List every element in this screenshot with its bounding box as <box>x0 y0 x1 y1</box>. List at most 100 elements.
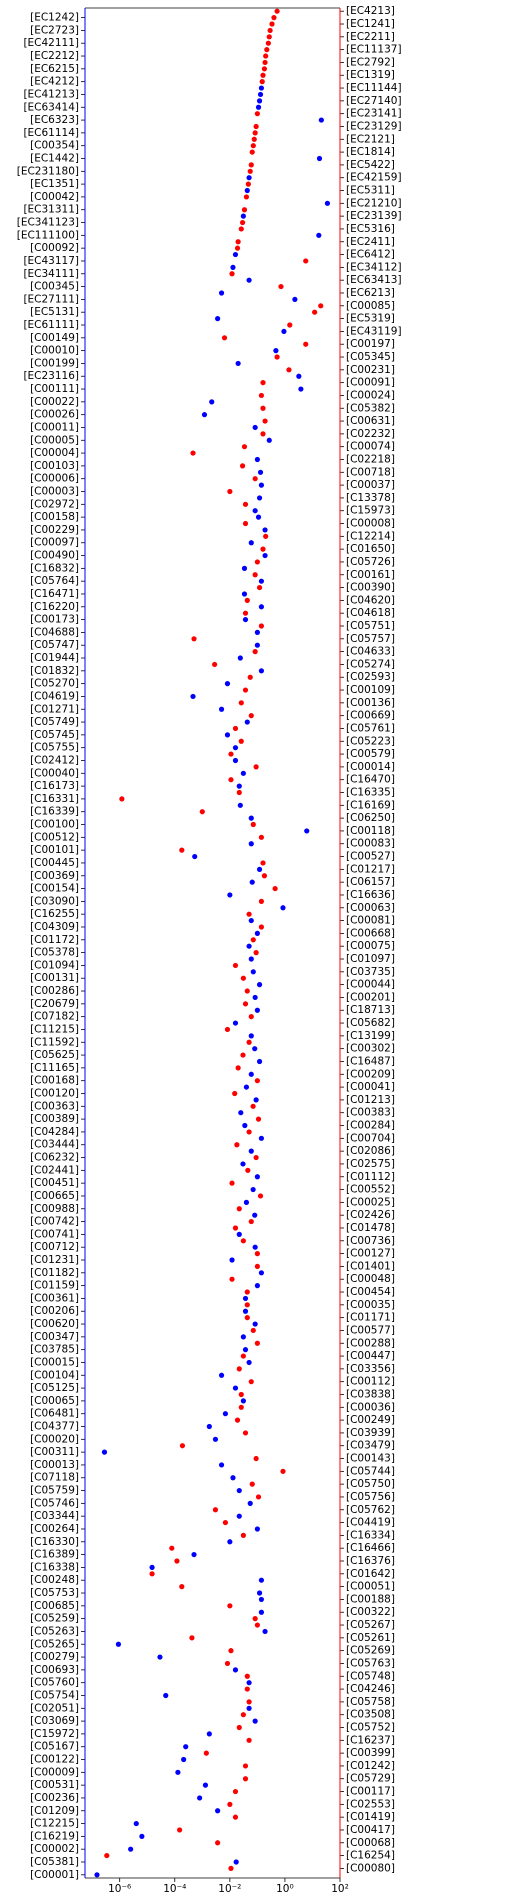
point <box>149 1571 155 1577</box>
y-tick-label: [C12215] <box>30 1818 79 1830</box>
y2-tick-label: [EC1814] <box>346 146 395 158</box>
y2-tick-label: [C00041] <box>346 1081 395 1093</box>
y2-tick-label: [C18713] <box>346 1004 395 1016</box>
point <box>245 1167 251 1173</box>
y2-tick-label: [C00117] <box>346 1786 395 1798</box>
point <box>316 232 322 238</box>
y2-tick-label: [C02426] <box>346 1209 395 1221</box>
point <box>245 181 251 187</box>
y2-tick-label: [EC2792] <box>346 56 395 68</box>
y2-tick-label: [C00209] <box>346 1068 395 1080</box>
point <box>240 975 246 981</box>
y-tick-label: [C05125] <box>30 1382 79 1394</box>
point <box>115 1641 122 1647</box>
point <box>304 828 310 834</box>
point <box>215 1840 221 1846</box>
y-tick-label: [EC2212] <box>30 50 79 62</box>
y2-tick-label: [C04246] <box>346 1683 395 1695</box>
point <box>237 802 243 808</box>
x-tick-label: 10⁻⁶ <box>108 1883 131 1895</box>
y2-tick-label: [C04633] <box>346 646 395 658</box>
y2-tick-label: [C05269] <box>346 1645 395 1657</box>
point <box>228 751 234 757</box>
y2-tick-label: [C16254] <box>346 1850 395 1862</box>
point <box>242 610 249 616</box>
point <box>238 738 244 744</box>
y-tick-label: [EC61114] <box>23 127 79 139</box>
point <box>218 706 225 712</box>
y-tick-label: [C00451] <box>30 1177 79 1189</box>
point <box>260 380 266 386</box>
y-tick-label: [EC31311] <box>23 204 79 216</box>
point <box>228 1865 234 1871</box>
point <box>248 540 254 546</box>
point <box>228 777 234 783</box>
point <box>243 1199 250 1205</box>
y2-tick-label: [C00143] <box>346 1453 395 1465</box>
y-tick-label: [C00311] <box>30 1446 79 1458</box>
y2-tick-label: [C16237] <box>346 1734 395 1746</box>
y2-tick-label: [EC23141] <box>346 108 402 120</box>
point <box>256 1058 263 1065</box>
y-tick-label: [C05746] <box>30 1497 79 1509</box>
point <box>254 629 260 636</box>
point <box>244 719 250 725</box>
point <box>212 1436 219 1442</box>
y2-tick-label: [C00579] <box>346 748 395 760</box>
y-tick-label: [C00001] <box>30 1869 79 1881</box>
y-tick-label: [C01182] <box>30 1267 79 1279</box>
y-tick-label: [EC42111] <box>23 37 79 49</box>
point <box>248 1071 254 1077</box>
point <box>312 309 318 315</box>
y2-tick-label: [C01478] <box>346 1222 395 1234</box>
point <box>253 1097 259 1103</box>
point <box>243 1084 250 1090</box>
y-tick-label: [C05265] <box>30 1638 79 1650</box>
y-tick-label: [C00111] <box>30 383 79 395</box>
point <box>239 219 246 226</box>
point <box>248 1218 254 1225</box>
y2-tick-label: [C00417] <box>346 1824 395 1836</box>
y-tick-label: [EC1442] <box>30 152 79 164</box>
point <box>236 1487 242 1494</box>
point <box>253 1154 259 1161</box>
point <box>240 1353 246 1359</box>
point <box>256 1590 263 1596</box>
y-tick-label: [C05381] <box>30 1856 79 1868</box>
y-tick-label: [C00042] <box>30 191 79 203</box>
y-tick-label: [C00104] <box>30 1369 79 1381</box>
point <box>240 1398 246 1404</box>
y-tick-label: [C04377] <box>30 1421 79 1433</box>
point <box>242 1001 249 1007</box>
y-tick-label: [EC27111] <box>23 293 79 305</box>
y2-tick-label: [C06157] <box>346 876 395 888</box>
point <box>244 1315 250 1321</box>
y2-tick-label: [EC5319] <box>346 313 395 325</box>
y-tick-label: [C16255] <box>30 908 79 920</box>
point <box>258 1135 265 1141</box>
point <box>252 1046 258 1052</box>
point <box>240 1238 246 1244</box>
point <box>254 1174 260 1180</box>
y2-tick-label: [C01171] <box>346 1312 395 1324</box>
y-tick-label: [C00512] <box>30 831 79 843</box>
y2-tick-label: [EC21210] <box>346 197 402 209</box>
y-tick-label: [C00005] <box>30 434 79 446</box>
y2-tick-label: [C00197] <box>346 338 395 350</box>
y-tick-label: [C00361] <box>30 1292 79 1304</box>
y-tick-label: [C02412] <box>30 754 79 766</box>
point <box>250 1103 256 1109</box>
point <box>250 821 256 828</box>
point <box>255 1116 262 1122</box>
y2-tick-label: [C00081] <box>346 915 395 927</box>
point <box>258 924 265 930</box>
y-tick-label: [C01094] <box>30 959 79 971</box>
point <box>257 91 264 98</box>
y2-tick-label: [EC2211] <box>346 31 395 43</box>
y-tick-label: [C00158] <box>30 511 79 523</box>
y-tick-label: [C00092] <box>30 242 79 254</box>
point <box>221 335 228 341</box>
point <box>229 1257 235 1263</box>
point <box>262 59 268 66</box>
